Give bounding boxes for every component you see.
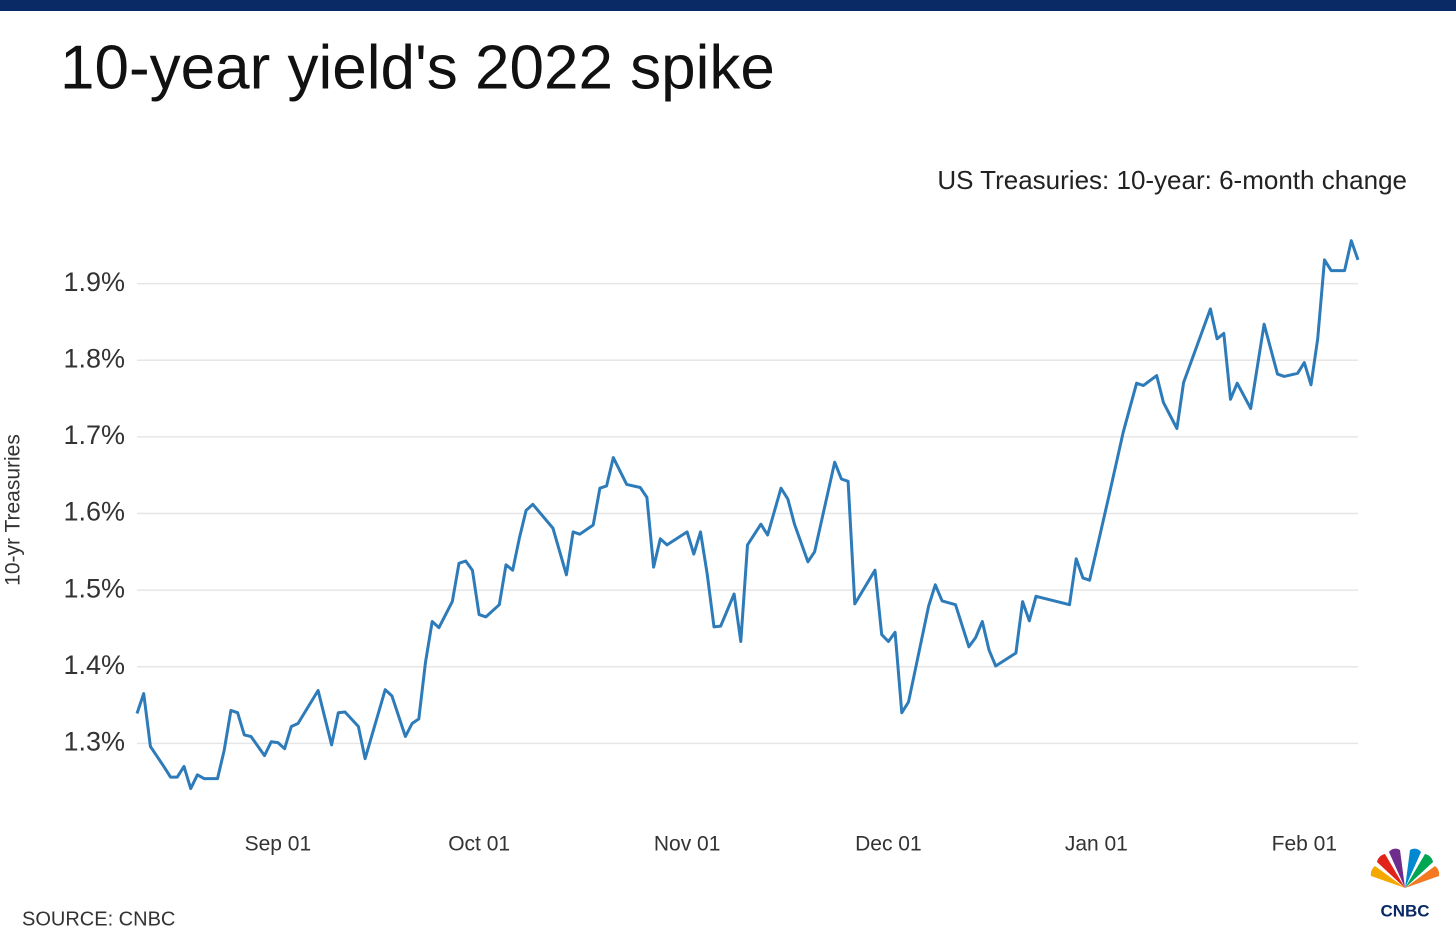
y-tick-label: 1.7% [63,420,125,450]
source: SOURCE: CNBC [22,908,175,930]
y-tick-label: 1.6% [63,497,125,527]
x-tick-label: Jan 01 [1065,833,1128,856]
chart-title: 10-year yield's 2022 spike [60,33,775,102]
y-tick-label: 1.5% [63,573,125,603]
x-tick-label: Sep 01 [245,833,312,856]
x-tick-label: Feb 01 [1272,833,1337,856]
x-tick-label: Oct 01 [448,833,510,856]
logo-text: CNBC [1380,901,1429,920]
y-tick-label: 1.4% [63,650,125,680]
y-tick-label: 1.9% [63,267,125,297]
y-tick-label: 1.8% [63,343,125,373]
top-bar [0,0,1456,11]
x-tick-label: Nov 01 [654,833,721,856]
logo-icon [1370,848,1440,888]
chart-subtitle: US Treasuries: 10-year: 6-month change [937,165,1407,195]
y-tick-label: 1.3% [63,727,125,757]
y-axis-label: 10-yr Treasuries [2,434,25,586]
x-tick-label: Dec 01 [855,833,922,856]
data-line [135,239,1360,791]
